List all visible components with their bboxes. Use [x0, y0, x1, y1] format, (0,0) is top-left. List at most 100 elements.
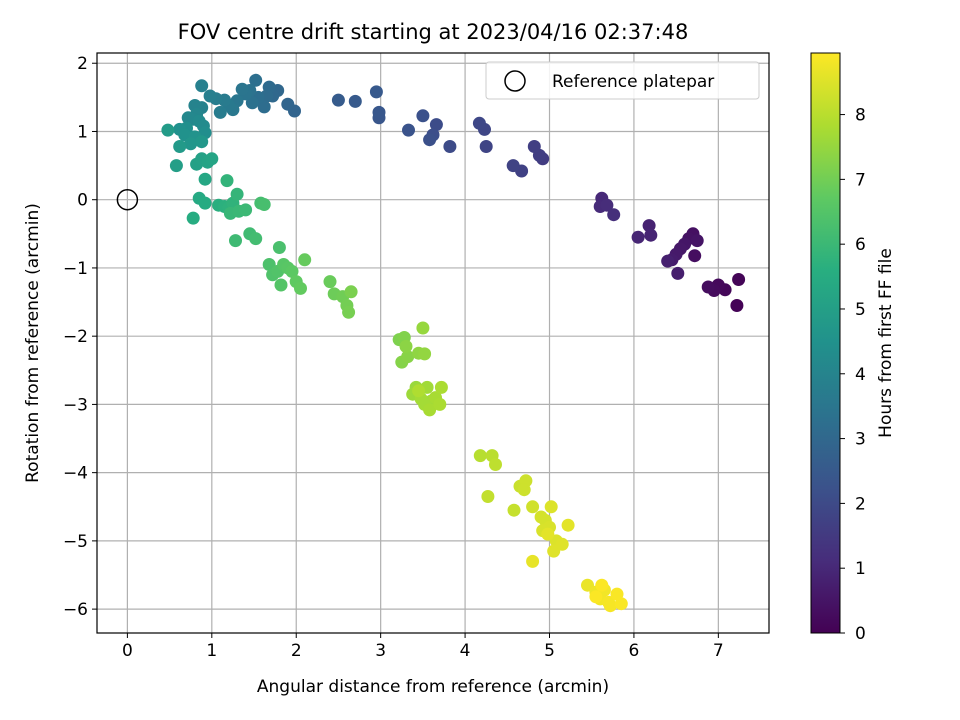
- data-point: [372, 105, 386, 119]
- data-point: [323, 275, 337, 289]
- data-point: [249, 73, 263, 87]
- data-point: [506, 159, 520, 173]
- data-point: [423, 133, 437, 147]
- data-point: [472, 116, 486, 130]
- x-tick-label: 4: [460, 641, 471, 661]
- data-point: [614, 597, 628, 611]
- data-point: [416, 321, 430, 335]
- data-point: [481, 490, 495, 503]
- y-axis-label: Rotation from reference (arcmin): [23, 203, 43, 483]
- colorbar-tick-label: 4: [855, 365, 866, 385]
- y-tick-label: 0: [77, 191, 88, 211]
- data-point: [701, 280, 715, 294]
- x-axis-ticks: 0 1 2 3 4 5 6 7: [122, 633, 724, 661]
- data-point: [555, 537, 569, 551]
- data-point: [285, 264, 299, 278]
- data-point: [186, 211, 200, 225]
- data-point: [161, 123, 175, 137]
- data-point: [272, 241, 286, 254]
- data-point: [561, 518, 575, 532]
- data-point: [479, 140, 493, 153]
- data-point: [399, 339, 413, 353]
- legend: Reference platepar: [485, 61, 760, 100]
- y-tick-label: 2: [77, 54, 88, 74]
- colorbar-tick-label: 8: [855, 106, 866, 126]
- data-point: [671, 266, 685, 280]
- data-point: [274, 278, 288, 292]
- data-point: [239, 203, 253, 217]
- data-point: [205, 152, 219, 166]
- data-point: [401, 350, 415, 364]
- data-point: [526, 500, 540, 514]
- data-point: [527, 140, 541, 153]
- colorbar-tick-label: 6: [855, 235, 866, 255]
- data-point: [631, 230, 645, 244]
- y-tick-label: −4: [63, 464, 88, 484]
- data-point: [541, 527, 555, 541]
- data-point: [198, 196, 212, 210]
- data-point: [298, 253, 312, 267]
- x-tick-label: 6: [629, 641, 640, 661]
- data-point: [245, 96, 259, 110]
- colorbar-tick-label: 7: [855, 170, 866, 190]
- data-point: [257, 198, 271, 211]
- data-point: [281, 97, 295, 111]
- data-point: [220, 174, 234, 188]
- reference-marker: [116, 188, 139, 211]
- data-point: [730, 299, 744, 312]
- colorbar-tick-label: 0: [855, 624, 866, 644]
- colorbar-tick-label: 2: [855, 494, 866, 514]
- y-tick-label: −2: [63, 327, 88, 347]
- data-point: [661, 254, 675, 268]
- y-tick-label: −3: [63, 395, 88, 415]
- data-point: [434, 380, 448, 394]
- data-points: [161, 73, 746, 613]
- colorbar: 0 1 2 3 4 5 6 7 8 Hours from first FF file: [810, 52, 896, 644]
- data-point: [173, 140, 187, 153]
- legend-label-reference-platepar: Reference platepar: [552, 72, 714, 92]
- chart-title: FOV centre drift starting at 2023/04/16 …: [178, 20, 689, 44]
- y-tick-label: −5: [63, 532, 88, 552]
- x-tick-label: 3: [375, 641, 386, 661]
- data-point: [344, 285, 358, 299]
- data-point: [412, 384, 426, 398]
- x-tick-label: 2: [291, 641, 302, 661]
- colorbar-gradient: [810, 52, 841, 634]
- data-point: [257, 100, 271, 114]
- data-point: [369, 85, 383, 99]
- data-point: [229, 234, 242, 248]
- data-point: [507, 503, 521, 517]
- data-point: [198, 172, 212, 186]
- y-tick-label: −1: [63, 259, 88, 279]
- data-point: [230, 187, 244, 201]
- legend-box: [485, 61, 760, 100]
- colorbar-ticks: 0 1 2 3 4 5 6 7 8: [840, 106, 866, 644]
- data-point: [607, 208, 621, 222]
- data-point: [473, 449, 487, 463]
- y-axis-ticks: 2 1 0 −1 −2 −3 −4 −5 −6: [63, 54, 97, 620]
- data-point: [184, 137, 198, 151]
- data-point: [294, 281, 307, 295]
- x-tick-label: 5: [544, 641, 555, 661]
- y-tick-label: −6: [63, 600, 88, 620]
- data-point: [688, 249, 702, 263]
- data-point: [331, 93, 345, 107]
- colorbar-tick-label: 5: [855, 300, 866, 320]
- y-tick-label: 1: [77, 122, 88, 142]
- x-tick-label: 1: [206, 641, 217, 661]
- data-point: [544, 500, 558, 514]
- data-point: [249, 232, 263, 246]
- data-point: [429, 118, 443, 132]
- legend-open-circle-marker: [504, 70, 526, 92]
- data-point: [418, 347, 432, 361]
- data-point: [416, 109, 430, 123]
- data-point: [644, 228, 658, 242]
- reference-platepar-marker: [116, 188, 139, 211]
- plot-area-frame: [96, 52, 770, 634]
- data-point: [181, 111, 195, 125]
- data-point: [690, 234, 704, 248]
- data-point: [195, 79, 209, 93]
- data-point: [213, 105, 227, 119]
- data-point: [600, 198, 614, 212]
